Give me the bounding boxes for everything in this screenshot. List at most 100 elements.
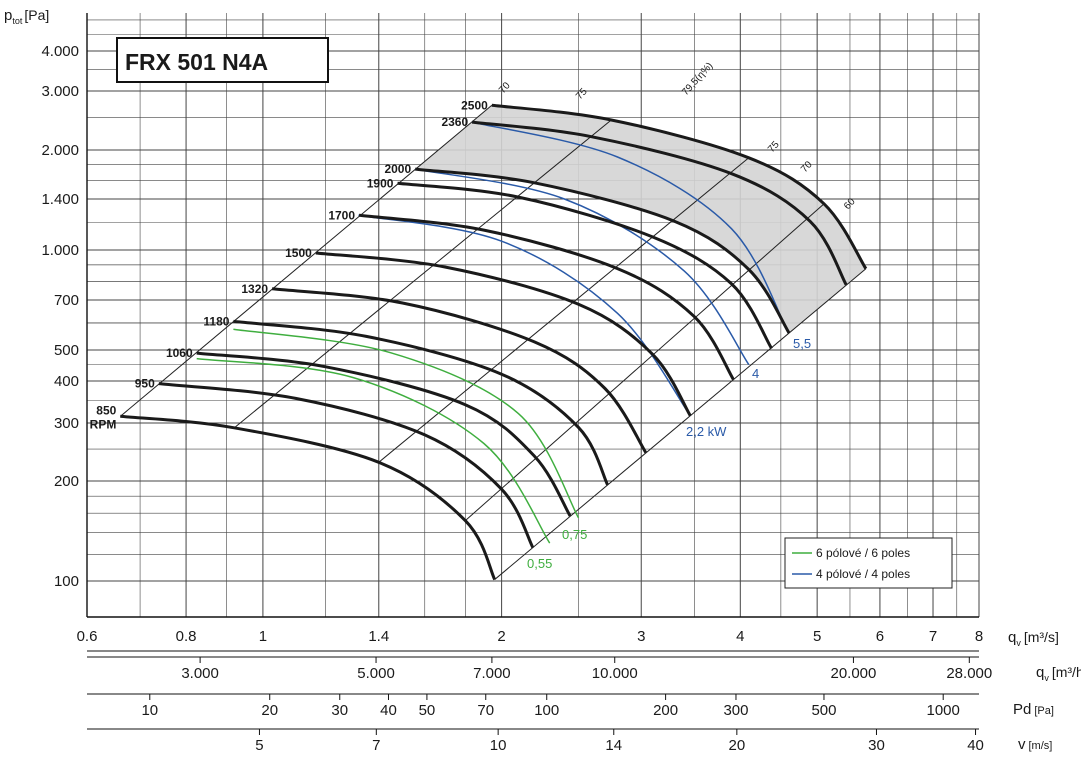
secondary-tick-label-pd: 10 [141,702,158,719]
rpm-label: 850 [96,403,116,417]
y-tick-label: 300 [54,415,79,432]
motor-curve-4-pole [471,121,790,334]
secondary-tick-label-pd: 30 [331,702,348,719]
pd-axis-label-main: Pd [1013,701,1031,718]
v-axis-label-main: v [1018,736,1026,753]
secondary-tick-label-qv_h: 5.000 [357,665,395,682]
x-tick-label: 5 [813,628,821,645]
x-tick-label: 1 [259,628,267,645]
secondary-tick-label-qv_h: 20.000 [830,665,876,682]
x-axis-label: qv [m³/s] [1008,629,1059,648]
secondary-tick-label-v: 20 [728,737,745,754]
qvh-axis-label: qv[m³/h] [1036,664,1081,683]
fan-speed-curves [120,103,868,581]
model-title-box [116,37,329,83]
y-tick-label: 1.000 [41,242,79,259]
efficiency-label: 70 [497,80,513,96]
secondary-tick-label-pd: 100 [534,702,559,719]
fan-curve-rpm [491,103,868,270]
secondary-tick-label-pd: 300 [723,702,748,719]
motor-curve-6-pole [233,328,580,519]
rpm-label: 1320 [241,282,268,296]
motor-power-label: 0,55 [527,556,552,571]
y-tick-label: 2.000 [41,142,79,159]
v-axis-label: v [m/s] [1018,736,1052,753]
x-tick-label: 0.8 [176,628,197,645]
x-tick-label: 1.4 [368,628,389,645]
efficiency-label: 60 [842,196,858,212]
secondary-tick-label-qv_h: 7.000 [473,665,511,682]
y-tick-label: 500 [54,342,79,359]
fan-curve-rpm [233,319,609,486]
y-tick-label: 400 [54,373,79,390]
qvh-axis-label-main: q [1036,664,1044,681]
efficiency-label: 79,5(η%) [680,60,715,98]
fan-curve-rpm [471,120,848,286]
fan-curve-rpm [158,382,535,549]
y-axis-label: ptot [Pa] [4,7,49,26]
motor-power-label: 0,75 [562,527,587,542]
fan-curve-rpm [415,167,791,335]
secondary-tick-label-pd: 40 [380,702,397,719]
fan-curve-rpm [397,181,773,350]
shaded-operating-region [415,105,866,334]
motor-curve-4-pole [358,214,692,417]
motor-power-label: 2,2 kW [686,424,727,439]
secondary-tick-label-qv_h: 3.000 [181,665,219,682]
efficiency-line [233,119,612,429]
legend-box [784,537,953,589]
y-axis-label-sub: tot [12,16,23,26]
efficiency-line [378,157,750,463]
qvh-axis-label-unit: [m³/h] [1052,664,1081,680]
pd-axis-label-unit: [Pa] [1034,705,1054,717]
secondary-tick-label-pd: 50 [419,702,436,719]
rpm-label: 1500 [285,246,312,260]
y-tick-label: 100 [54,573,79,590]
rpm-unit-label: RPM [90,417,117,431]
y-tick-label: 200 [54,473,79,490]
secondary-tick-label-qv_h: 10.000 [592,665,638,682]
x-axis-label-sub: v [1016,638,1021,648]
x-axis-label-main: q [1008,629,1016,646]
operating-region [415,105,866,334]
x-axis-label-unit: [m³/s] [1024,629,1059,645]
fan-curve-rpm [271,287,648,454]
secondary-tick-label-pd: 20 [261,702,278,719]
secondary-tick-label-v: 5 [255,737,263,754]
rpm-label: 2360 [441,115,468,129]
y-tick-label: 700 [54,292,79,309]
qvh-axis-label-sub: v [1044,673,1049,683]
x-tick-label: 7 [929,628,937,645]
x-tick-label: 2 [497,628,505,645]
secondary-tick-label-qv_h: 28.000 [946,665,992,682]
efficiency-line [464,203,825,521]
efficiency-label: 75 [574,86,590,102]
pd-axis-label: Pd [Pa] [1013,701,1054,718]
motor-power-label: 5,5 [793,336,811,351]
y-tick-label: 1.400 [41,191,79,208]
y-tick-label: 4.000 [41,43,79,60]
legend-label-four-pole: 4 pólové / 4 poles [816,567,910,581]
motor-power-label: 4 [752,366,759,381]
y-tick-label: 3.000 [41,83,79,100]
chart-title: FRX 501 N4A [125,49,268,75]
secondary-tick-label-pd: 1000 [927,702,960,719]
rpm-label: 1900 [367,176,394,190]
secondary-tick-label-pd: 500 [811,702,836,719]
rpm-label: 2500 [461,98,488,112]
motor-curve-6-pole [196,357,551,544]
fan-curve-rpm [120,414,497,581]
x-tick-label: 8 [975,628,983,645]
y-axis-label-main: p [4,7,12,24]
x-tick-label: 0.6 [77,628,98,645]
efficiency-lines [120,104,867,580]
secondary-tick-label-v: 30 [868,737,885,754]
efficiency-line [494,268,867,580]
fan-curve-rpm [196,351,572,517]
secondary-tick-label-v: 10 [490,737,507,754]
axes: 4.0003.0002.0001.4001.000700500400300200… [41,13,992,754]
secondary-tick-label-v: 14 [605,737,622,754]
rpm-label: 1180 [203,314,229,328]
efficiency-label: 75 [766,139,782,155]
